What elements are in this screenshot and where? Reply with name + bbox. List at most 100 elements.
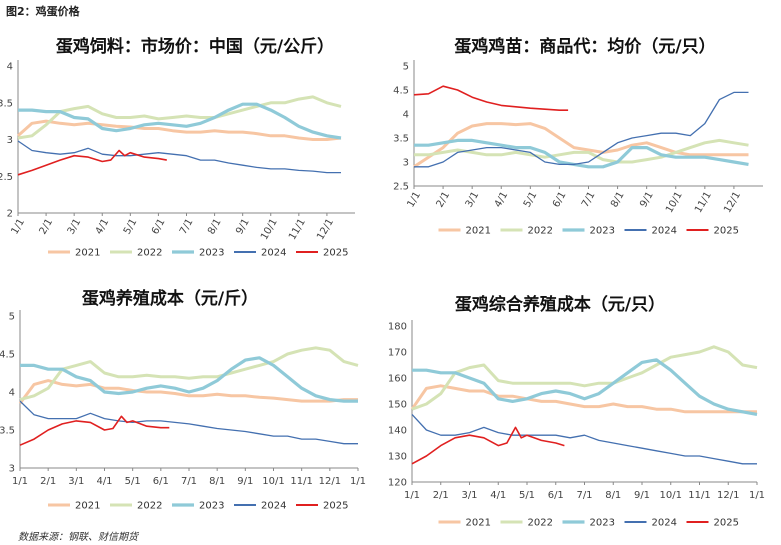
- x-tick-label: 6/1: [150, 217, 168, 236]
- y-tick-label: 3: [9, 464, 15, 475]
- series-line-2022: [19, 346, 359, 402]
- x-tick-label: 6/1: [153, 476, 169, 487]
- series-line-2025: [19, 415, 170, 446]
- y-tick-label: 180: [388, 322, 407, 333]
- legend-label-2024: 2024: [652, 518, 677, 529]
- legend-label-2023: 2023: [590, 226, 615, 237]
- y-tick-label: 160: [388, 374, 407, 385]
- x-tick-label: 5/1: [122, 217, 140, 236]
- x-tick-label: 5/1: [125, 476, 141, 487]
- series-line-2024: [17, 140, 341, 174]
- legend-label-2022: 2022: [137, 248, 162, 259]
- legend-label-2021: 2021: [466, 226, 491, 237]
- legend-label-2022: 2022: [528, 518, 553, 529]
- y-tick-label: 2.5: [393, 182, 409, 193]
- x-tick-label: 9/1: [634, 490, 650, 501]
- series-line-2024: [414, 91, 749, 168]
- series-line-2022: [414, 138, 749, 164]
- y-tick-label: 3.5: [393, 134, 409, 145]
- y-tick-label: 130: [388, 452, 407, 463]
- x-tick-label: 2/1: [433, 490, 449, 501]
- series-line-2024: [19, 400, 358, 445]
- x-tick-label: 4/1: [96, 476, 112, 487]
- x-tick-label: 9/1: [638, 190, 656, 209]
- x-tick-label: 7/1: [576, 490, 592, 501]
- x-tick-label: 11/1: [688, 490, 710, 501]
- legend-label-2021: 2021: [466, 518, 491, 529]
- y-tick-label: 5: [9, 312, 15, 323]
- x-tick-label: 7/1: [580, 190, 598, 209]
- legend-label-2025: 2025: [714, 226, 739, 237]
- x-tick-label: 3/1: [464, 190, 482, 209]
- x-tick-label: 4/1: [490, 490, 506, 501]
- x-tick-label: 10/1: [660, 490, 682, 501]
- chart-title: 蛋鸡饲料：市场价：中国（元/公斤）: [56, 36, 334, 57]
- data-source: 数据来源：钢联、财信期货: [18, 532, 138, 543]
- y-tick-label: 170: [388, 348, 407, 359]
- series-line-2025: [411, 426, 565, 465]
- legend-label-2022: 2022: [137, 501, 162, 512]
- series-line-2025: [413, 85, 569, 111]
- chart-title: 蛋鸡综合养殖成本（元/只）: [455, 294, 665, 315]
- x-tick-label: 7/1: [181, 476, 197, 487]
- y-tick-label: 2.5: [0, 172, 13, 183]
- series-line-2025: [17, 149, 167, 176]
- legend-label-2023: 2023: [590, 518, 615, 529]
- y-tick-label: 5: [403, 62, 409, 73]
- series-line-2021: [18, 379, 358, 405]
- series-line-2022: [17, 95, 342, 140]
- x-tick-label: 12/1: [717, 490, 739, 501]
- legend-label-2022: 2022: [528, 226, 553, 237]
- y-tick-label: 4: [403, 110, 409, 121]
- x-tick-label: 12/1: [722, 190, 743, 215]
- series-line-2023: [20, 356, 358, 403]
- series-line-2021: [17, 119, 342, 141]
- x-tick-label: 8/1: [209, 476, 225, 487]
- legend-label-2024: 2024: [261, 501, 286, 512]
- chart-title: 蛋鸡鸡苗：商品代：均价（元/只）: [454, 36, 715, 57]
- x-tick-label: 1/1: [749, 490, 765, 501]
- series-line-2024: [411, 413, 757, 465]
- legend-label-2025: 2025: [323, 501, 348, 512]
- x-tick-label: 6/1: [548, 490, 564, 501]
- y-tick-label: 3: [7, 135, 13, 146]
- y-tick-label: 4: [7, 62, 13, 73]
- series-line-2021: [413, 122, 749, 169]
- y-tick-label: 3.5: [0, 98, 13, 109]
- legend-label-2021: 2021: [75, 248, 100, 259]
- chart-chick-price: 蛋鸡鸡苗：商品代：均价（元/只） 2.5 3 3.5 4 4.5 5 1/1 2/1 3/1 4/1…: [393, 36, 763, 237]
- x-tick-label: 2/1: [40, 476, 56, 487]
- legend-label-2023: 2023: [199, 248, 224, 259]
- legend-label-2021: 2021: [75, 501, 100, 512]
- x-tick-label: 11/1: [290, 476, 312, 487]
- x-tick-label: 6/1: [551, 190, 569, 209]
- x-tick-label: 12/1: [315, 217, 336, 242]
- x-tick-label: 1/1: [12, 476, 28, 487]
- x-tick-label: 3/1: [68, 476, 84, 487]
- x-tick-label: 2/1: [435, 190, 453, 209]
- x-tick-label: 2/1: [38, 217, 56, 236]
- legend-label-2024: 2024: [261, 248, 286, 259]
- y-tick-label: 4.5: [393, 86, 409, 97]
- chart-feed-price: 蛋鸡饲料：市场价：中国（元/公斤） 2 2.5 3 3.5 4 1/1 2/1 3/1 4/1 5/…: [0, 36, 355, 259]
- y-tick-label: 4: [9, 388, 15, 399]
- figure-title: 图2：鸡蛋价格: [6, 5, 80, 18]
- x-tick-label: 11/1: [287, 217, 308, 242]
- chart-title: 蛋鸡养殖成本（元/斤）: [82, 288, 258, 309]
- x-tick-label: 12/1: [319, 476, 341, 487]
- y-tick-label: 3: [403, 158, 409, 169]
- x-tick-label: 3/1: [461, 490, 477, 501]
- y-tick-label: 4.5: [0, 350, 15, 361]
- series-line-2023: [18, 102, 342, 140]
- x-tick-label: 1/1: [404, 490, 420, 501]
- y-tick-label: 150: [388, 400, 407, 411]
- legend-label-2023: 2023: [199, 501, 224, 512]
- y-tick-label: 120: [388, 478, 407, 489]
- y-tick-label: 140: [388, 426, 407, 437]
- x-tick-label: 10/1: [664, 190, 685, 215]
- x-tick-label: 1/1: [350, 476, 366, 487]
- x-tick-label: 11/1: [693, 190, 714, 215]
- x-tick-label: 9/1: [237, 476, 253, 487]
- series-line-2022: [411, 345, 758, 411]
- x-tick-label: 3/1: [66, 217, 84, 236]
